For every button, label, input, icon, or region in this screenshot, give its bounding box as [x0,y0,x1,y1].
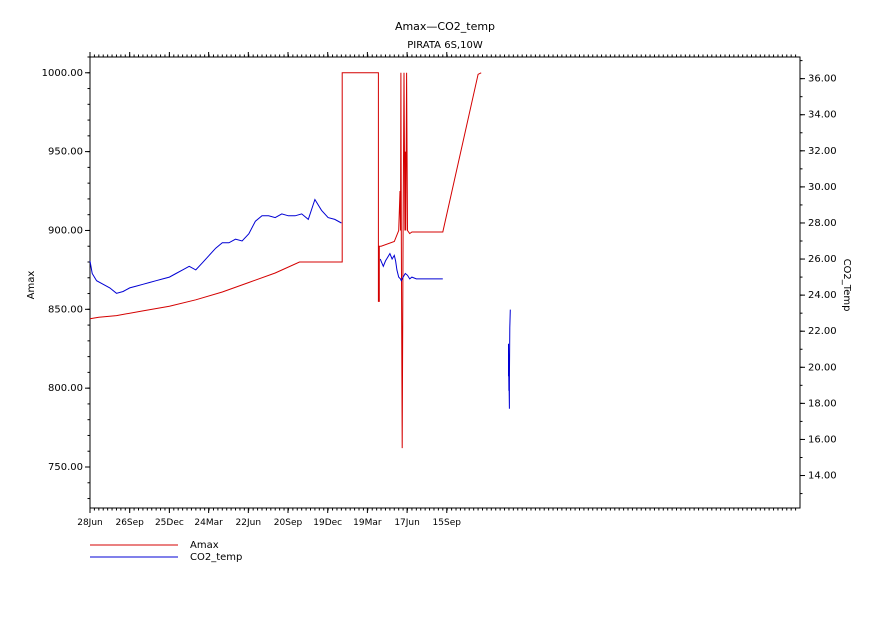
y-left-tick-label: 850.00 [48,304,83,315]
series-co2-temp-line [379,252,443,282]
legend-label: Amax [190,540,219,551]
y-right-tick-label: 32.00 [808,146,837,157]
x-tick-label: 19Mar [353,518,382,528]
y-right-tick-label: 24.00 [808,290,837,301]
x-tick-label: 15Sep [433,518,462,528]
x-tick-label: 28Jun [77,518,103,528]
x-tick-label: 25Dec [155,518,184,528]
x-tick-label: 22Jun [236,518,262,528]
x-tick-label: 24Mar [194,518,223,528]
y-left-tick-label: 900.00 [48,225,83,236]
chart-title: Amax—CO2_temp [395,20,495,33]
x-tick-label: 20Sep [274,518,303,528]
y-left-tick-label: 750.00 [48,462,83,473]
series-group [89,72,511,449]
series-co2-temp-line [89,198,342,294]
y-right-tick-label: 20.00 [808,362,837,373]
plot-frame [89,56,801,509]
chart-subtitle: PIRATA 6S,10W [407,40,483,51]
y-right-tick-label: 28.00 [808,218,837,229]
y-right-tick-label: 36.00 [808,74,837,85]
series-co2-temp-line [508,309,511,409]
y-right-tick-label: 14.00 [808,471,837,482]
x-tick-label: 17Jun [394,518,420,528]
y-right-tick-label: 16.00 [808,434,837,445]
legend-label: CO2_temp [190,552,242,563]
x-tick-label: 26Sep [115,518,144,528]
axes-group: 28Jun 26Sep 25Dec 24Mar 22Jun 20Sep 19Dec 19Mar… [42,52,837,528]
y-right-tick-label: 22.00 [808,326,837,337]
y-left-tick-label: 950.00 [48,147,83,158]
y-left-tick-label: 1000.00 [42,68,83,79]
y-left-tick-label: 800.00 [48,383,83,394]
y-right-tick-label: 18.00 [808,398,837,409]
x-tick-label: 19Dec [313,518,342,528]
y-axis-right-label: CO2_Temp [841,259,852,312]
y-axis-left-label: Amax [26,271,37,300]
series-amax-line [89,72,482,449]
y-right-tick-label: 34.00 [808,110,837,121]
y-right-tick-label: 30.00 [808,182,837,193]
y-right-tick-label: 26.00 [808,254,837,265]
